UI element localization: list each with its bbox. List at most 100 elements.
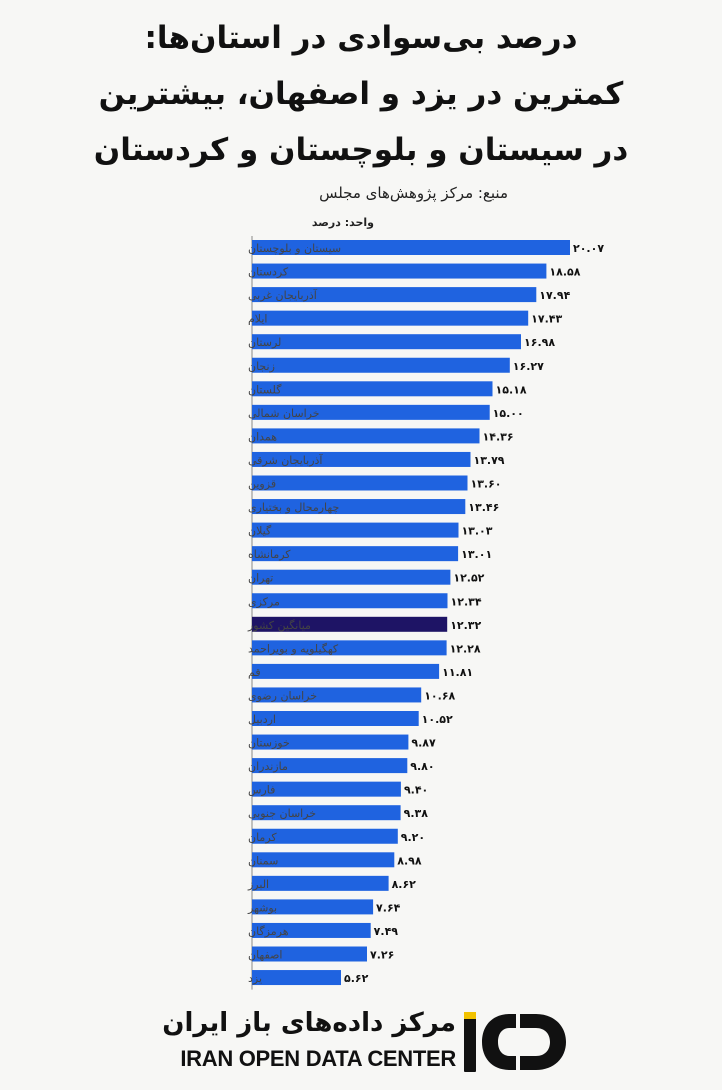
- value-label: ۱۳.۷۹: [473, 454, 504, 467]
- bar: [252, 828, 398, 844]
- category-label: تهران: [248, 572, 273, 585]
- category-label: هرمزگان: [248, 925, 289, 938]
- category-label: گلستان: [248, 383, 282, 396]
- bar: [252, 263, 547, 279]
- category-label: یزد: [248, 972, 262, 985]
- source-label: منبع: مرکز پژوهش‌های مجلس: [319, 184, 508, 202]
- bar: [252, 922, 371, 938]
- chart-title: درصد بی‌سوادی در استان‌ها: کمترین در یزد…: [0, 10, 722, 178]
- org-name-en: IRAN OPEN DATA CENTER: [180, 1046, 456, 1071]
- value-label: ۷.۶۴: [376, 901, 401, 914]
- value-label: ۱۵.۱۸: [496, 383, 527, 396]
- unit-label: واحد: درصد: [311, 216, 374, 229]
- value-label: ۹.۸۰: [410, 760, 434, 773]
- bar: [252, 404, 490, 420]
- value-label: ۱۲.۳۲: [450, 619, 481, 632]
- value-label: ۱۳.۴۶: [468, 501, 499, 514]
- category-label: میانگین کشور: [247, 619, 311, 632]
- value-label: ۱۲.۲۸: [450, 642, 481, 655]
- category-label: خراسان جنوبی: [248, 807, 316, 820]
- value-label: ۱۱.۸۱: [442, 666, 473, 679]
- bar: [252, 287, 537, 303]
- bar: [252, 711, 419, 726]
- bar: [252, 758, 408, 774]
- bar: [252, 781, 401, 797]
- category-label: همدان: [248, 430, 277, 443]
- value-label: ۱۷.۹۴: [539, 289, 570, 302]
- title-line-2: کمترین در یزد و اصفهان، بیشترین: [98, 76, 624, 112]
- value-label: ۹.۲۰: [401, 831, 425, 844]
- category-label: قم: [248, 666, 261, 679]
- value-label: ۵.۶۲: [344, 972, 369, 985]
- value-label: ۱۸.۵۸: [549, 266, 580, 279]
- footer: مرکز داده‌های باز ایران IRAN OPEN DATA C…: [162, 1008, 570, 1080]
- bar: [252, 805, 401, 821]
- value-label: ۹.۸۷: [411, 737, 436, 750]
- bar: [252, 687, 422, 703]
- value-label: ۹.۴۰: [404, 784, 428, 797]
- iran-open-data-center-logo-icon: [464, 1012, 566, 1072]
- value-label: ۱۲.۳۴: [451, 595, 482, 608]
- category-label: گیلان: [248, 525, 272, 538]
- bar: [252, 616, 448, 632]
- org-name-fa: مرکز داده‌های باز ایران: [162, 1008, 456, 1038]
- bar: [252, 899, 374, 915]
- category-label: کرمانشاه: [248, 548, 291, 561]
- category-label: کهگیلویه و بویراحمد: [248, 642, 339, 655]
- category-label: ایلام: [248, 313, 268, 326]
- category-label: چهارمحال و بختیاری: [248, 501, 339, 514]
- category-label: لرستان: [248, 336, 281, 349]
- value-label: ۱۳.۰۳: [461, 525, 492, 538]
- value-label: ۱۶.۲۷: [513, 360, 544, 373]
- bar: [252, 334, 521, 350]
- bar: [252, 499, 466, 515]
- category-label: کردستان: [248, 266, 289, 279]
- category-label: سیستان و بلوچستان: [248, 242, 341, 255]
- title-line-3: در سیستان و بلوچستان و کردستان: [93, 132, 629, 168]
- bar: [252, 593, 448, 609]
- value-label: ۹.۳۸: [404, 807, 429, 820]
- value-label: ۱۰.۵۲: [422, 713, 453, 726]
- value-label: ۱۷.۴۳: [531, 313, 562, 326]
- title-line-1: درصد بی‌سوادی در استان‌ها:: [144, 20, 578, 56]
- bar: [252, 640, 447, 656]
- value-label: ۸.۹۸: [397, 854, 422, 867]
- value-label: ۱۶.۹۸: [524, 336, 555, 349]
- value-label: ۱۲.۵۲: [453, 572, 484, 585]
- category-label: آذربایجان غربی: [248, 288, 318, 302]
- bar: [252, 522, 459, 538]
- value-label: ۲۰.۰۷: [573, 242, 604, 255]
- value-label: ۱۳.۰۱: [461, 548, 492, 561]
- bar: [252, 946, 367, 962]
- bar: [252, 852, 395, 868]
- category-label: البرز: [247, 878, 269, 891]
- bar: [252, 734, 409, 750]
- category-label: سمنان: [248, 854, 278, 867]
- category-label: بوشهر: [247, 901, 277, 914]
- category-label: خراسان شمالی: [248, 407, 320, 420]
- value-label: ۷.۴۹: [374, 925, 399, 938]
- bar: [252, 663, 440, 679]
- category-label: خوزستان: [248, 737, 290, 750]
- value-label: ۱۴.۳۶: [483, 430, 514, 443]
- category-label: فارس: [248, 784, 275, 797]
- value-label: ۸.۶۲: [392, 878, 417, 891]
- bar-chart: سیستان و بلوچستان ۲۰.۰۷ کردستان ۱۸.۵۸ آذربای…: [247, 236, 604, 990]
- category-label: مازندران: [248, 760, 288, 773]
- bar: [252, 310, 529, 326]
- value-label: ۷.۲۶: [370, 949, 394, 962]
- category-label: اصفهان: [248, 949, 282, 962]
- bar: [252, 546, 459, 562]
- value-label: ۱۰.۶۸: [424, 689, 455, 702]
- category-label: قزوین: [248, 478, 276, 491]
- category-label: زنجان: [248, 360, 275, 373]
- category-label: آذربایجان شرقی: [248, 453, 323, 467]
- category-label: خراسان رضوی: [248, 689, 317, 702]
- category-label: مرکزی: [248, 595, 280, 608]
- bar: [252, 875, 389, 891]
- bar: [252, 475, 468, 491]
- bar: [252, 451, 471, 467]
- bar: [252, 240, 570, 255]
- value-label: ۱۵.۰۰: [493, 407, 524, 420]
- bar: [252, 357, 510, 373]
